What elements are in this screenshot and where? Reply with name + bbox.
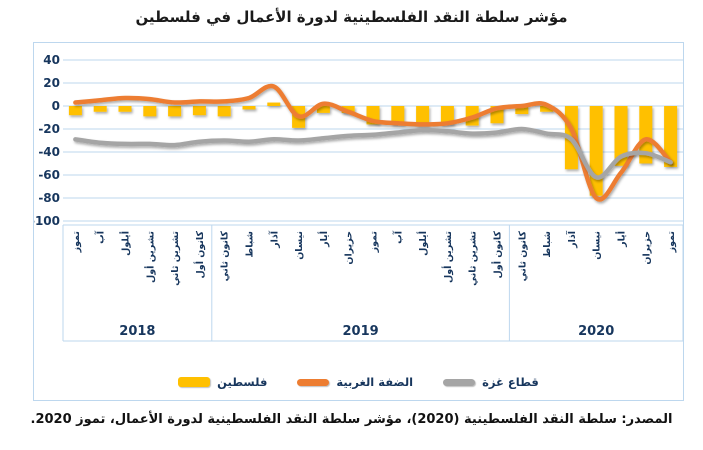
month-label: آب <box>391 230 404 244</box>
month-label: أيلول <box>119 231 132 256</box>
chart-title: مؤشر سلطة النقد الفلسطينية لدورة الأعمال… <box>135 8 568 26</box>
month-label: تموز <box>369 231 380 253</box>
y-axis-labels: 40 20 0 -20 -40 -60 -80 -100 <box>34 53 60 228</box>
month-label: شباط <box>245 231 256 258</box>
bar-palestine <box>118 106 132 112</box>
month-label: آذار <box>565 230 578 249</box>
legend-entry-palestine: فلسطين <box>178 375 267 389</box>
svg-text:40: 40 <box>43 53 60 67</box>
bar-palestine <box>68 106 82 116</box>
bar-palestine <box>242 106 256 110</box>
month-label: آذار <box>267 230 280 249</box>
month-label: حزيران <box>641 231 652 265</box>
bar-palestine <box>589 106 603 196</box>
month-label: أيار <box>615 231 628 248</box>
svg-text:0: 0 <box>52 99 60 113</box>
legend-entry-gaza: قطاع غزة <box>443 375 539 389</box>
line-gaza <box>73 126 673 180</box>
year-label: 2018 <box>119 324 155 339</box>
month-label: تموز <box>666 231 677 253</box>
bar-palestine <box>416 106 430 126</box>
legend-swatch-gaza-line <box>443 378 476 386</box>
month-label: تشرين ثاني <box>170 231 181 286</box>
month-label: شباط <box>542 231 553 258</box>
legend-label-palestine: فلسطين <box>217 375 268 389</box>
legend-swatch-palestine-bar <box>178 377 211 387</box>
legend-swatch-west-bank-line <box>297 378 330 386</box>
bar-palestine <box>515 106 529 115</box>
chart-legend: فلسطين الضفة الغربية قطاع غزة <box>34 375 683 389</box>
x-axis-year-labels: 2018 2019 2020 <box>119 324 614 339</box>
x-axis-table <box>62 224 683 342</box>
month-label: تشرين أول <box>441 231 454 283</box>
chart-frame: 40 20 0 -20 -40 -60 -80 -100 تموز آب أيلول تشرين أو… <box>33 42 684 401</box>
svg-text:-80: -80 <box>38 191 60 205</box>
month-label: كانون أول <box>193 231 206 279</box>
bar-palestine <box>168 106 182 117</box>
month-label: نيسان <box>592 231 603 260</box>
source-caption: المصدر: سلطة النقد الفلسطينية (2020)، مؤ… <box>30 412 673 427</box>
bars-palestine <box>68 102 678 196</box>
month-label: تشرين ثاني <box>468 231 479 286</box>
svg-text:20: 20 <box>43 76 60 90</box>
bar-palestine <box>316 106 330 113</box>
legend-label-west-bank: الضفة الغربية <box>336 375 414 389</box>
year-label: 2020 <box>578 324 614 339</box>
month-label: حزيران <box>344 231 355 265</box>
month-label: آب <box>94 230 107 244</box>
bar-palestine <box>614 106 628 166</box>
svg-text:-20: -20 <box>38 122 60 136</box>
month-label: تشرين أول <box>143 231 156 283</box>
month-label: كانون ثاني <box>517 231 528 282</box>
bar-palestine <box>664 106 678 167</box>
month-label: كانون ثاني <box>220 231 231 282</box>
bar-palestine <box>267 102 281 106</box>
bar-palestine <box>192 106 206 116</box>
bar-palestine <box>143 106 157 117</box>
svg-text:-40: -40 <box>38 145 60 159</box>
bar-palestine <box>540 106 554 112</box>
bar-palestine <box>93 106 107 112</box>
x-axis-month-labels: تموز آب أيلول تشرين أول تشرين ثاني كانون أول ك… <box>71 230 677 286</box>
legend-label-gaza: قطاع غزة <box>482 375 539 389</box>
bar-palestine <box>217 106 231 117</box>
business-cycle-chart: 40 20 0 -20 -40 -60 -80 -100 تموز آب أيلول تشرين أو… <box>34 53 683 342</box>
month-label: كانون أول <box>491 231 504 279</box>
month-label: أيلول <box>416 231 429 256</box>
bar-palestine <box>639 106 653 164</box>
bar-palestine <box>391 106 405 125</box>
month-label: نيسان <box>294 231 305 260</box>
month-label: تموز <box>71 231 82 253</box>
bar-palestine <box>440 106 454 125</box>
svg-text:-60: -60 <box>38 168 60 182</box>
year-label: 2019 <box>343 324 379 339</box>
legend-entry-west-bank: الضفة الغربية <box>297 375 413 389</box>
svg-text:-100: -100 <box>34 214 60 228</box>
month-label: أيار <box>317 231 330 248</box>
line-west-bank <box>73 83 673 202</box>
